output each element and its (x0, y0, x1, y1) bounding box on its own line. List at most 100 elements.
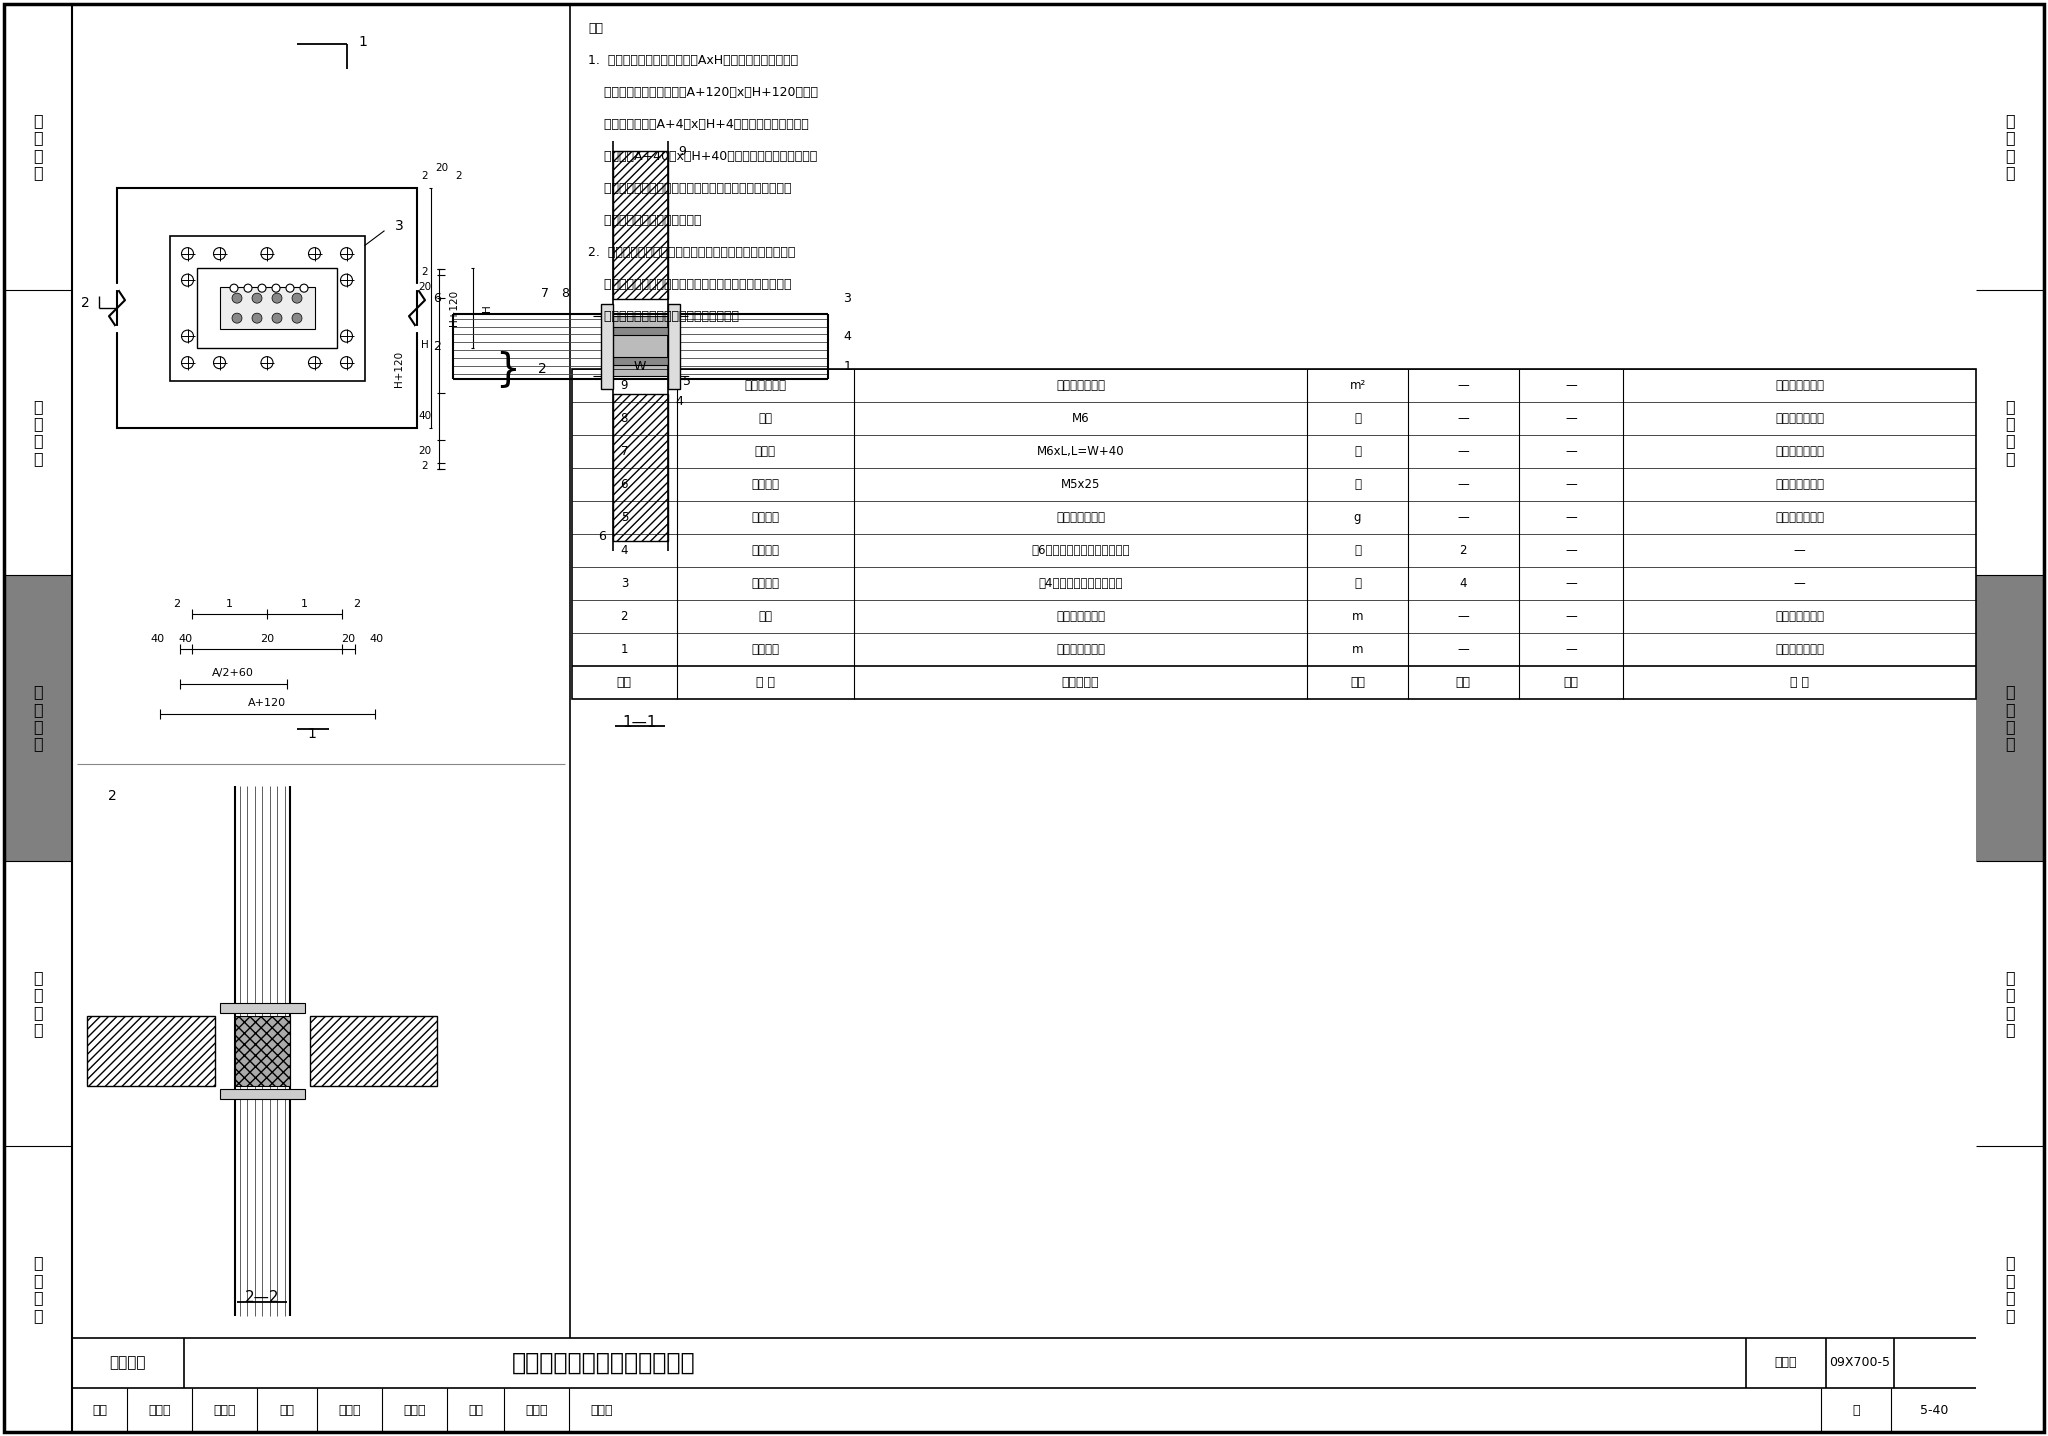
Bar (197, 269, 338, 348)
Text: 5: 5 (684, 375, 692, 388)
Circle shape (293, 293, 301, 303)
Circle shape (287, 284, 295, 292)
Text: 2: 2 (457, 171, 463, 181)
Text: 数量: 数量 (1456, 676, 1470, 689)
Circle shape (309, 356, 319, 369)
Text: —: — (1458, 445, 1468, 458)
Text: 1: 1 (844, 359, 852, 373)
Text: 6: 6 (621, 478, 629, 491)
Text: 金属壁板隔墙: 金属壁板隔墙 (743, 379, 786, 392)
Text: 20: 20 (418, 281, 432, 292)
Text: 机
房
工
程: 机 房 工 程 (33, 1255, 43, 1323)
Text: 纪景华: 纪景华 (150, 1403, 172, 1416)
Circle shape (340, 356, 352, 369)
Text: 螺母: 螺母 (758, 412, 772, 425)
Text: m: m (1352, 643, 1364, 656)
Text: 供
电
电
源: 供 电 电 源 (2005, 969, 2015, 1037)
Text: 注：: 注： (588, 22, 602, 34)
Text: 黄德明: 黄德明 (338, 1403, 360, 1416)
Text: 数量见工程设计: 数量见工程设计 (1776, 412, 1825, 425)
Text: 2: 2 (422, 267, 428, 277)
Text: 块: 块 (1354, 544, 1362, 557)
Text: 2: 2 (422, 171, 428, 181)
Text: 李红心: 李红心 (403, 1403, 426, 1416)
Text: 6: 6 (598, 530, 606, 543)
Bar (170, 236, 365, 381)
Bar (219, 1004, 305, 1014)
Text: 由工程设计确定: 由工程设计确定 (1057, 511, 1106, 524)
Bar (117, 188, 418, 428)
Text: 供
电
电
源: 供 电 电 源 (33, 969, 43, 1037)
Text: 1: 1 (621, 643, 629, 656)
Text: 用4厚不锈钢板制作，如图: 用4厚不锈钢板制作，如图 (1038, 577, 1122, 590)
Text: 页: 页 (1851, 1403, 1860, 1416)
Circle shape (252, 293, 262, 303)
Text: 20: 20 (436, 164, 449, 174)
Bar (668, 303, 680, 389)
Text: M6: M6 (1071, 412, 1090, 425)
Text: 间留洞尺寸为（A+4）x（H+4），金属壁板隔墙留洞: 间留洞尺寸为（A+4）x（H+4），金属壁板隔墙留洞 (588, 118, 809, 131)
Bar (612, 393, 668, 541)
Text: 韩树程: 韩树程 (213, 1403, 236, 1416)
Text: 数量见工程设计: 数量见工程设计 (1776, 379, 1825, 392)
Text: 单位: 单位 (1350, 676, 1366, 689)
Text: M6xL,L=W+40: M6xL,L=W+40 (1036, 445, 1124, 458)
Text: 设计: 设计 (469, 1403, 483, 1416)
Text: 韩树程: 韩树程 (526, 1403, 549, 1416)
Text: —: — (1565, 445, 1577, 458)
Text: 由工程设计确定: 由工程设计确定 (1057, 643, 1106, 656)
Text: 2—2: 2—2 (246, 1291, 279, 1305)
Bar (1976, 576, 2044, 860)
Text: —: — (1565, 577, 1577, 590)
Text: —: — (1794, 544, 1806, 557)
Text: 40: 40 (178, 635, 193, 645)
Text: 页次: 页次 (1563, 676, 1579, 689)
Circle shape (272, 284, 281, 292)
Text: 数量见工程设计: 数量见工程设计 (1776, 445, 1825, 458)
Circle shape (299, 284, 307, 292)
Text: 设
备
安
装: 设 备 安 装 (33, 399, 43, 467)
Text: 料封堵隔墙预留洞时，需采取围挡措施。: 料封堵隔墙预留洞时，需采取围挡措施。 (588, 310, 739, 323)
Text: 编号: 编号 (616, 676, 633, 689)
Bar (219, 287, 315, 329)
Text: 20: 20 (260, 635, 274, 645)
Text: 校对: 校对 (279, 1403, 295, 1416)
Text: 2.  本图为金属线槽穿金属壁板隔墙的封堵处理。金属线槽穿: 2. 本图为金属线槽穿金属壁板隔墙的封堵处理。金属线槽穿 (588, 246, 795, 258)
Text: 长度见工程设计: 长度见工程设计 (1776, 643, 1825, 656)
Circle shape (182, 274, 193, 286)
Circle shape (340, 330, 352, 342)
Bar (612, 151, 668, 299)
Text: —: — (1565, 544, 1577, 557)
Circle shape (213, 247, 225, 260)
Text: 1: 1 (225, 599, 233, 609)
Text: 防火隔板: 防火隔板 (752, 544, 780, 557)
Circle shape (182, 330, 193, 342)
Text: 1.  图中金属线槽的断面尺寸为AxH（见设备产品样本）；: 1. 图中金属线槽的断面尺寸为AxH（见设备产品样本）； (588, 55, 799, 67)
Text: 封堵压板: 封堵压板 (752, 577, 780, 590)
Bar (571, 369, 1976, 699)
Circle shape (229, 284, 238, 292)
Text: 防
雷
接
地: 防 雷 接 地 (2005, 113, 2015, 181)
Text: m: m (1352, 610, 1364, 623)
Text: 审核: 审核 (92, 1403, 106, 1416)
Text: 3: 3 (621, 577, 629, 590)
Text: 见土建专业图纸: 见土建专业图纸 (1057, 379, 1106, 392)
Text: 40: 40 (150, 635, 164, 645)
Text: 金属线槽穿金属隔板密封做法: 金属线槽穿金属隔板密封做法 (512, 1351, 696, 1376)
Circle shape (272, 293, 283, 303)
Text: 40: 40 (369, 635, 383, 645)
Text: 2: 2 (539, 362, 547, 376)
Text: 所占位置，比线槽剩余空间稍小。防火隔板的大小和开孔: 所占位置，比线槽剩余空间稍小。防火隔板的大小和开孔 (588, 182, 791, 195)
Text: 6: 6 (434, 292, 442, 306)
Text: 重量见工程设计: 重量见工程设计 (1776, 511, 1825, 524)
Bar (4, 576, 72, 860)
Text: 电缆: 电缆 (758, 610, 772, 623)
Text: 40: 40 (418, 411, 432, 421)
Text: 自攻螺钉: 自攻螺钉 (752, 478, 780, 491)
Text: 4: 4 (621, 544, 629, 557)
Text: 1: 1 (307, 728, 317, 741)
Bar (610, 327, 670, 335)
Text: 1—1: 1—1 (623, 715, 657, 729)
Circle shape (260, 356, 272, 369)
Text: 数量按本图要求由现场确定。: 数量按本图要求由现场确定。 (588, 214, 702, 227)
